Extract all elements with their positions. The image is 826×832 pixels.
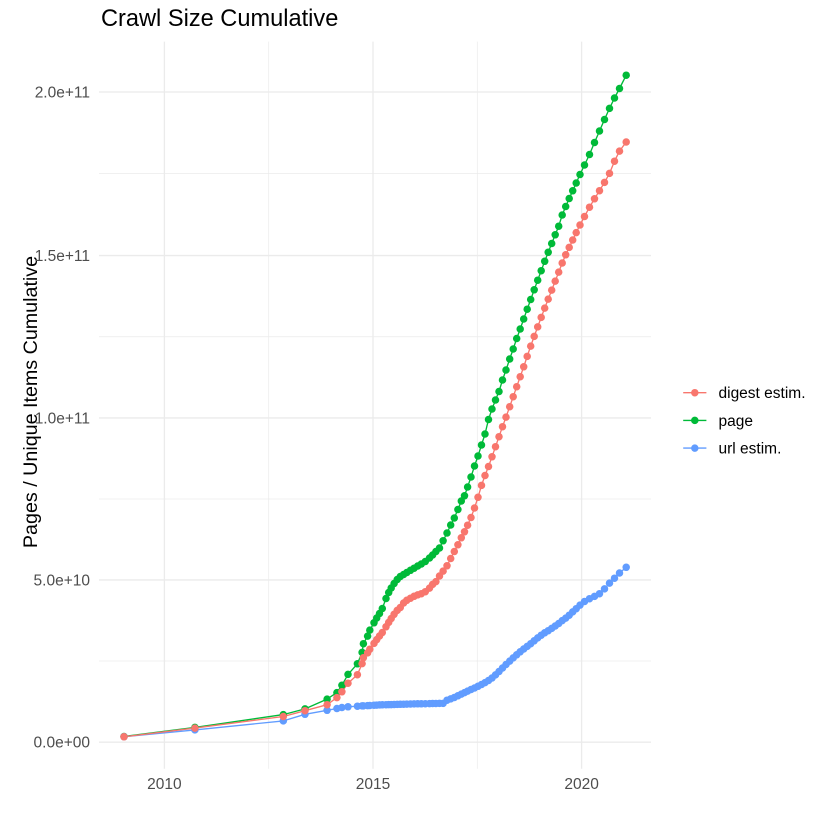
svg-text:2015: 2015 [356,776,390,793]
svg-text:2010: 2010 [147,776,182,793]
svg-text:0.0e+00: 0.0e+00 [34,735,91,752]
svg-text:Pages / Unique Items Cumulativ: Pages / Unique Items Cumulative [20,256,42,548]
svg-text:1.0e+11: 1.0e+11 [35,410,90,427]
svg-text:2.0e+11: 2.0e+11 [35,84,90,101]
svg-text:2020: 2020 [564,776,599,793]
svg-text:url estim.: url estim. [719,441,782,458]
svg-text:digest estim.: digest estim. [719,385,806,402]
svg-text:Crawl Size Cumulative: Crawl Size Cumulative [101,6,338,32]
svg-text:5.0e+10: 5.0e+10 [34,572,91,589]
svg-text:1.5e+11: 1.5e+11 [35,248,90,265]
svg-text:page: page [719,413,753,430]
